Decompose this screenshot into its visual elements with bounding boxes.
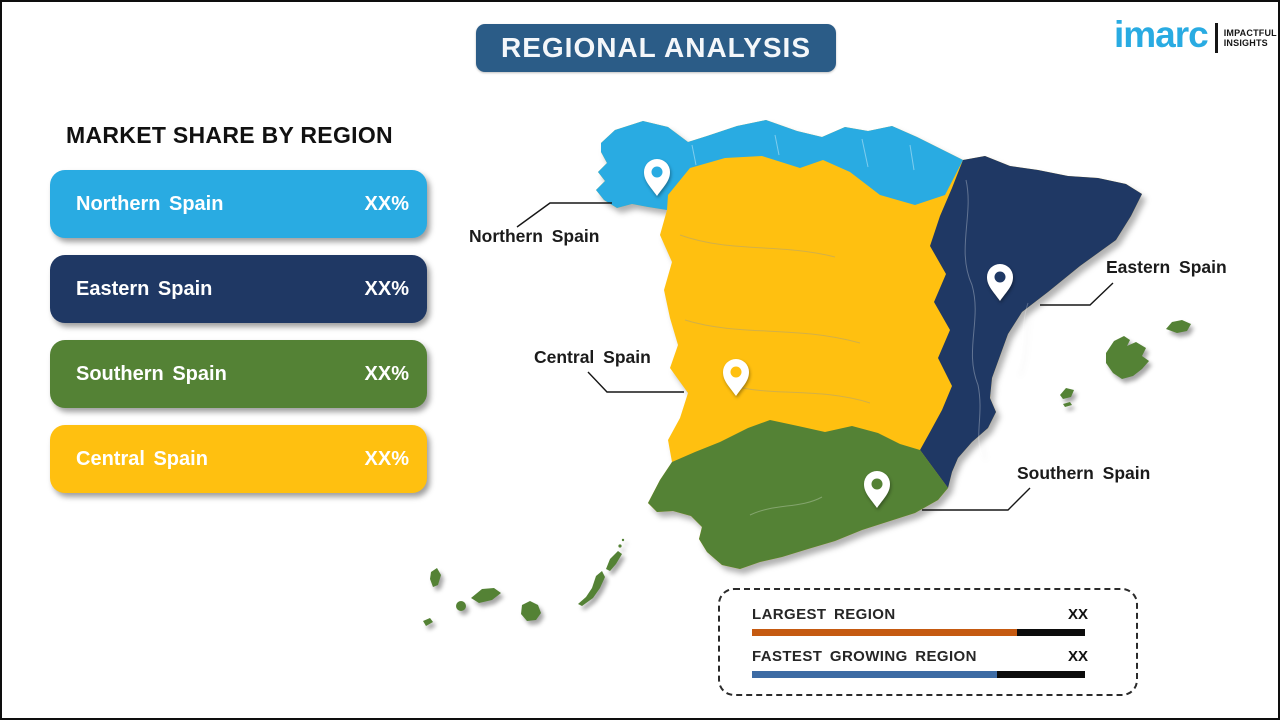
legend-row-fastest-growing-region: FASTEST GROWING REGION XX [752, 648, 1108, 678]
islet [621, 538, 625, 542]
leader-line-eastern-spain [1040, 282, 1114, 306]
leader-line-southern-spain [922, 487, 1031, 511]
card-value: XX% [364, 362, 409, 385]
region-eastern-spain [920, 156, 1142, 488]
logo-tagline: IMPACTFUL INSIGHTS [1224, 28, 1277, 48]
card-label: Central Spain [76, 447, 208, 470]
legend-bar-fastest-growing-region [752, 671, 1085, 678]
leader-line-central-spain [587, 371, 684, 393]
panel-heading: MARKET SHARE BY REGION [66, 122, 393, 148]
spain-mainland [596, 120, 1142, 569]
logo-tagline-line1: IMPACTFUL [1223, 27, 1277, 38]
share-card-central-spain: Central Spain XX% [50, 425, 427, 493]
legend-row-largest-region: LARGEST REGION XX [752, 606, 1108, 636]
bar-segment-black [997, 671, 1085, 678]
share-card-eastern-spain: Eastern Spain XX% [50, 255, 427, 323]
balearic-islands [1060, 320, 1191, 407]
legend-value: XX [1067, 648, 1088, 665]
share-card-northern-spain: Northern Spain XX% [50, 170, 427, 238]
bar-segment-orange [752, 629, 1017, 636]
island-formentera [1063, 402, 1072, 407]
map-label-eastern-spain: Eastern Spain [1106, 257, 1227, 277]
card-label: Eastern Spain [76, 277, 213, 300]
leader-line-northern-spain [516, 202, 612, 228]
imarc-brand-text: imarc [1114, 14, 1209, 55]
legend-label: LARGEST REGION [752, 606, 896, 623]
island-tenerife [471, 588, 501, 603]
card-value: XX% [364, 192, 409, 215]
canary-islands [423, 538, 625, 626]
logo-divider [1214, 22, 1218, 53]
region-southern-spain [648, 420, 948, 569]
legend-value: XX [1067, 606, 1088, 623]
map-label-central-spain: Central Spain [534, 347, 651, 367]
map-label-northern-spain: Northern Spain [469, 226, 600, 246]
province-border-lines [679, 134, 1029, 516]
bar-segment-black [1017, 629, 1085, 636]
map-pin-central-spain [723, 359, 749, 396]
map-label-southern-spain: Southern Spain [1017, 463, 1151, 483]
island-la-palma [430, 568, 441, 587]
map-pin-northern-spain [644, 159, 670, 196]
legend-label: FASTEST GROWING REGION [752, 648, 977, 665]
logo-tagline-line2: INSIGHTS [1223, 37, 1268, 48]
share-card-southern-spain: Southern Spain XX% [50, 340, 427, 408]
map-pin-southern-spain [864, 471, 890, 508]
title-banner: REGIONAL ANALYSIS [476, 24, 836, 72]
card-label: Southern Spain [76, 362, 227, 385]
island-el-hierro [423, 618, 433, 626]
map-pin-eastern-spain [987, 264, 1013, 301]
page-title: REGIONAL ANALYSIS [500, 32, 811, 63]
island-menorca [1166, 320, 1191, 333]
islet [618, 544, 622, 548]
spain-map [423, 120, 1191, 626]
island-ibiza [1060, 388, 1074, 399]
region-northern-spain [596, 120, 963, 210]
card-value: XX% [364, 277, 409, 300]
card-label: Northern Spain [76, 192, 224, 215]
island-fuerteventura [578, 571, 605, 606]
island-mallorca [1106, 336, 1149, 379]
legend-bar-largest-region [752, 629, 1085, 636]
island-gran-canaria [521, 601, 541, 621]
island-lanzarote [606, 551, 622, 571]
legend-box: LARGEST REGION XX FASTEST GROWING REGION… [718, 588, 1138, 696]
bar-segment-blue [752, 671, 997, 678]
island-la-gomera [456, 601, 466, 611]
imarc-logo: imarc IMPACTFUL INSIGHTS [1114, 16, 1277, 53]
card-value: XX% [364, 447, 409, 470]
